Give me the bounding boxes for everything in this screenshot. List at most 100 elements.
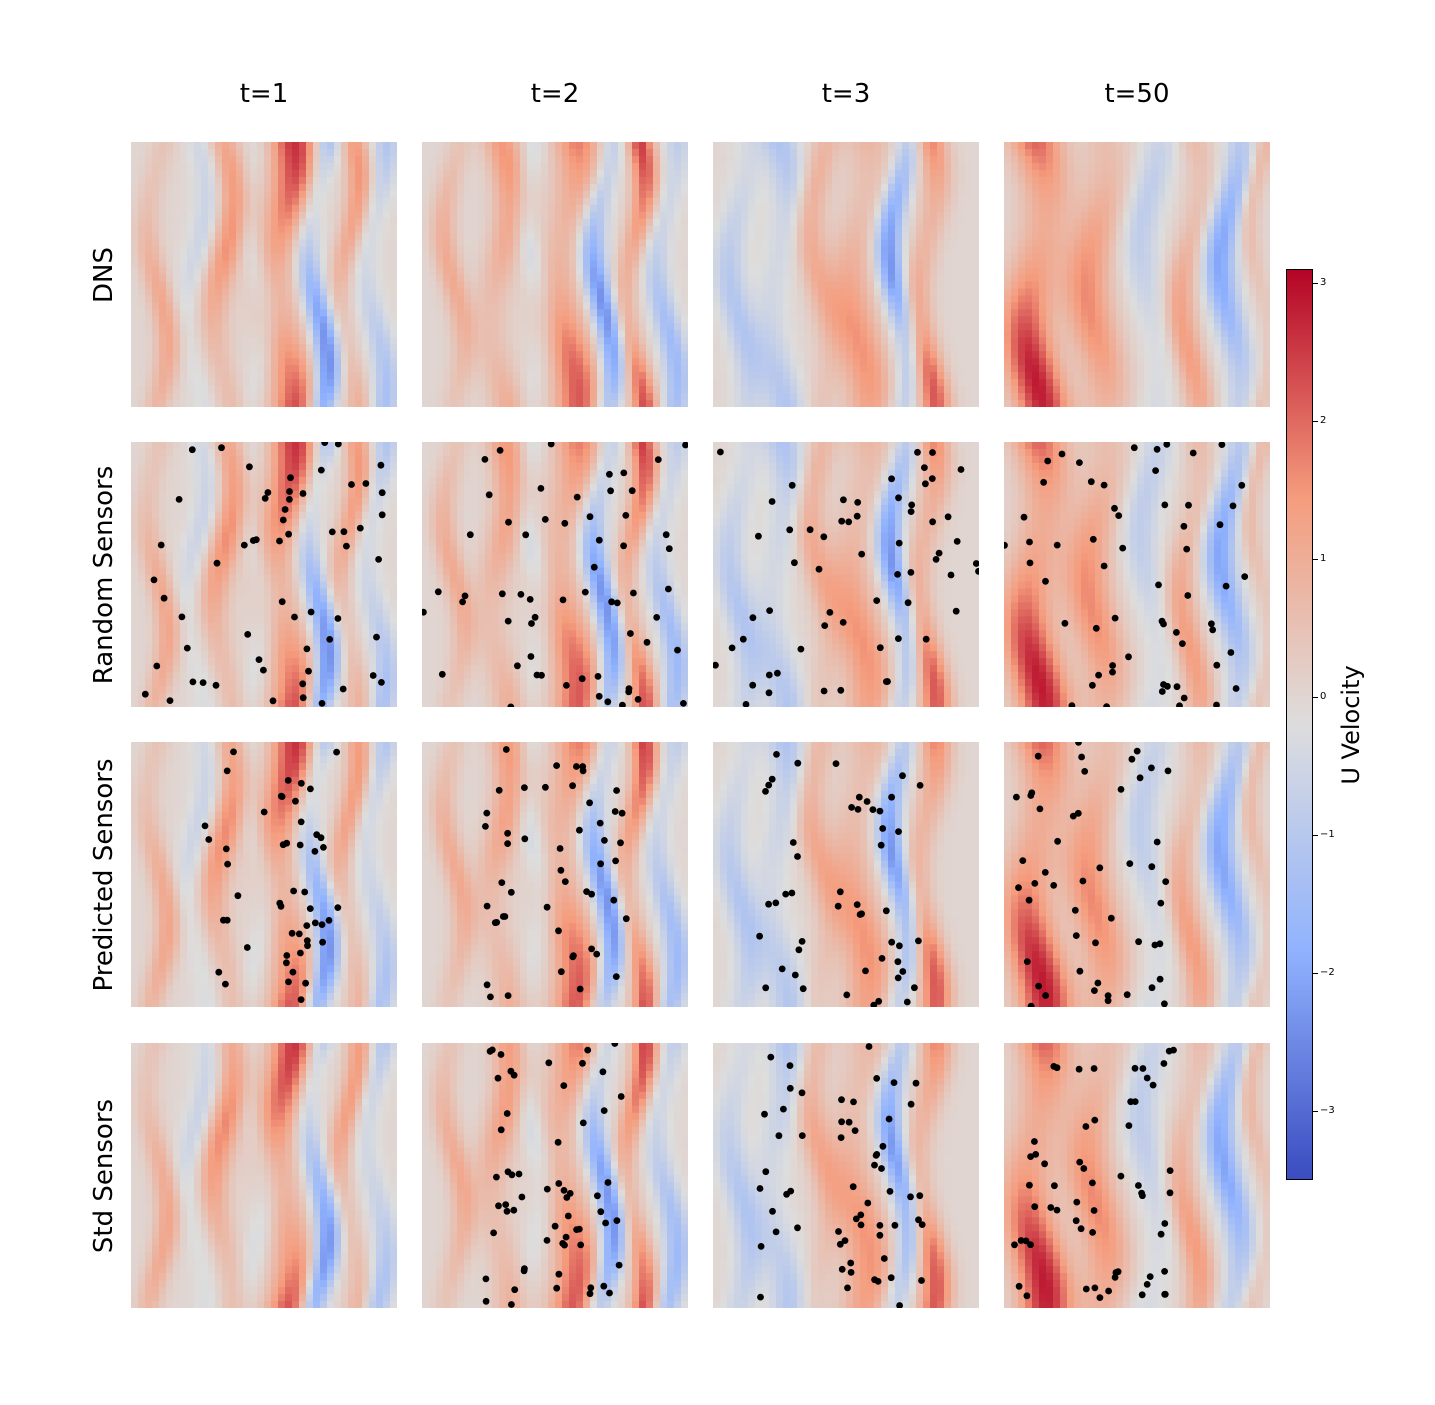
heatmap-cell xyxy=(299,183,307,192)
heatmap-cell xyxy=(1221,169,1229,178)
heatmap-cell xyxy=(832,239,840,248)
heatmap-cell xyxy=(1228,211,1236,220)
heatmap-cell xyxy=(720,274,728,283)
heatmap-cell xyxy=(930,309,938,317)
heatmap-cell xyxy=(236,253,244,262)
heatmap-cell xyxy=(895,365,903,373)
heatmap-cell xyxy=(278,330,286,338)
heatmap-cell xyxy=(376,211,384,220)
heatmap-cell xyxy=(951,204,959,213)
heatmap-cell xyxy=(895,344,903,352)
heatmap-cell xyxy=(888,267,896,276)
heatmap-cell xyxy=(278,232,286,241)
heatmap-cell xyxy=(1060,225,1068,234)
heatmap-cell xyxy=(1025,190,1033,199)
heatmap-cell xyxy=(285,281,293,290)
heatmap-cell xyxy=(769,225,777,234)
heatmap-cell xyxy=(853,218,861,227)
heatmap-cell xyxy=(376,246,384,255)
heatmap-cell xyxy=(860,365,868,373)
heatmap-cell xyxy=(187,323,195,331)
heatmap-cell xyxy=(639,302,647,310)
heatmap-cell xyxy=(839,372,847,380)
heatmap-cell xyxy=(972,358,979,366)
heatmap-cell xyxy=(576,148,584,157)
heatmap-cell xyxy=(909,232,917,241)
heatmap-cell xyxy=(376,253,384,262)
heatmap-cell xyxy=(611,295,619,303)
heatmap-cell xyxy=(471,295,479,303)
heatmap-cell xyxy=(1081,204,1089,213)
heatmap-cell xyxy=(930,155,938,164)
heatmap-cell xyxy=(548,274,556,283)
heatmap-cell xyxy=(180,211,188,220)
heatmap-cell xyxy=(215,176,223,185)
heatmap-cell xyxy=(681,197,688,206)
heatmap-cell xyxy=(250,288,258,297)
heatmap-cell xyxy=(923,155,931,164)
heatmap-cell xyxy=(1263,211,1270,220)
heatmap-cell xyxy=(208,190,216,199)
heatmap-cell xyxy=(285,344,293,352)
heatmap-cell xyxy=(1179,218,1187,227)
heatmap-cell xyxy=(285,260,293,269)
heatmap-cell xyxy=(825,344,833,352)
heatmap-cell xyxy=(243,400,251,407)
heatmap-cell xyxy=(271,330,279,338)
heatmap-cell xyxy=(625,281,633,290)
heatmap-cell xyxy=(215,169,223,178)
heatmap-cell xyxy=(422,218,430,227)
heatmap-cell xyxy=(145,204,153,213)
heatmap-cell xyxy=(909,379,917,387)
heatmap-cell xyxy=(534,169,542,178)
heatmap-cell xyxy=(653,288,661,297)
heatmap-cell xyxy=(604,246,612,255)
heatmap-cell xyxy=(755,344,763,352)
heatmap-cell xyxy=(916,232,924,241)
heatmap-cell xyxy=(159,155,167,164)
heatmap-cell xyxy=(727,253,735,262)
heatmap-cell xyxy=(895,176,903,185)
heatmap-cell xyxy=(937,162,945,171)
heatmap-cell xyxy=(674,253,682,262)
heatmap-cell xyxy=(1130,148,1138,157)
heatmap-cell xyxy=(334,155,342,164)
heatmap-cell xyxy=(639,351,647,359)
heatmap-cell xyxy=(846,239,854,248)
heatmap-cell xyxy=(376,225,384,234)
heatmap-cell xyxy=(902,281,910,290)
heatmap-cell xyxy=(250,309,258,317)
heatmap-cell xyxy=(776,218,784,227)
heatmap-cell xyxy=(436,281,444,290)
heatmap-cell xyxy=(646,288,654,297)
heatmap-cell xyxy=(348,351,356,359)
heatmap-cell xyxy=(1116,232,1124,241)
heatmap-cell xyxy=(1193,253,1201,262)
heatmap-cell xyxy=(436,316,444,324)
heatmap-cell xyxy=(797,183,805,192)
heatmap-cell xyxy=(1060,155,1068,164)
heatmap-cell xyxy=(646,246,654,255)
heatmap-cell xyxy=(534,372,542,380)
heatmap-cell xyxy=(653,393,661,401)
heatmap-cell xyxy=(1137,162,1145,171)
heatmap-cell xyxy=(881,323,889,331)
heatmap-cell xyxy=(1249,246,1257,255)
heatmap-cell xyxy=(369,246,377,255)
heatmap-cell xyxy=(618,260,626,269)
heatmap-cell xyxy=(173,281,181,290)
heatmap-cell xyxy=(811,379,819,387)
heatmap-cell xyxy=(1256,218,1264,227)
heatmap-cell xyxy=(618,148,626,157)
heatmap-cell xyxy=(790,211,798,220)
heatmap-cell xyxy=(506,169,514,178)
heatmap-cell xyxy=(769,386,777,394)
heatmap-cell xyxy=(902,190,910,199)
heatmap-cell xyxy=(632,344,640,352)
heatmap-cell xyxy=(520,169,528,178)
heatmap-cell xyxy=(471,351,479,359)
heatmap-cell xyxy=(958,190,966,199)
heatmap-cell xyxy=(681,365,688,373)
heatmap-cell xyxy=(299,358,307,366)
heatmap-cell xyxy=(916,302,924,310)
